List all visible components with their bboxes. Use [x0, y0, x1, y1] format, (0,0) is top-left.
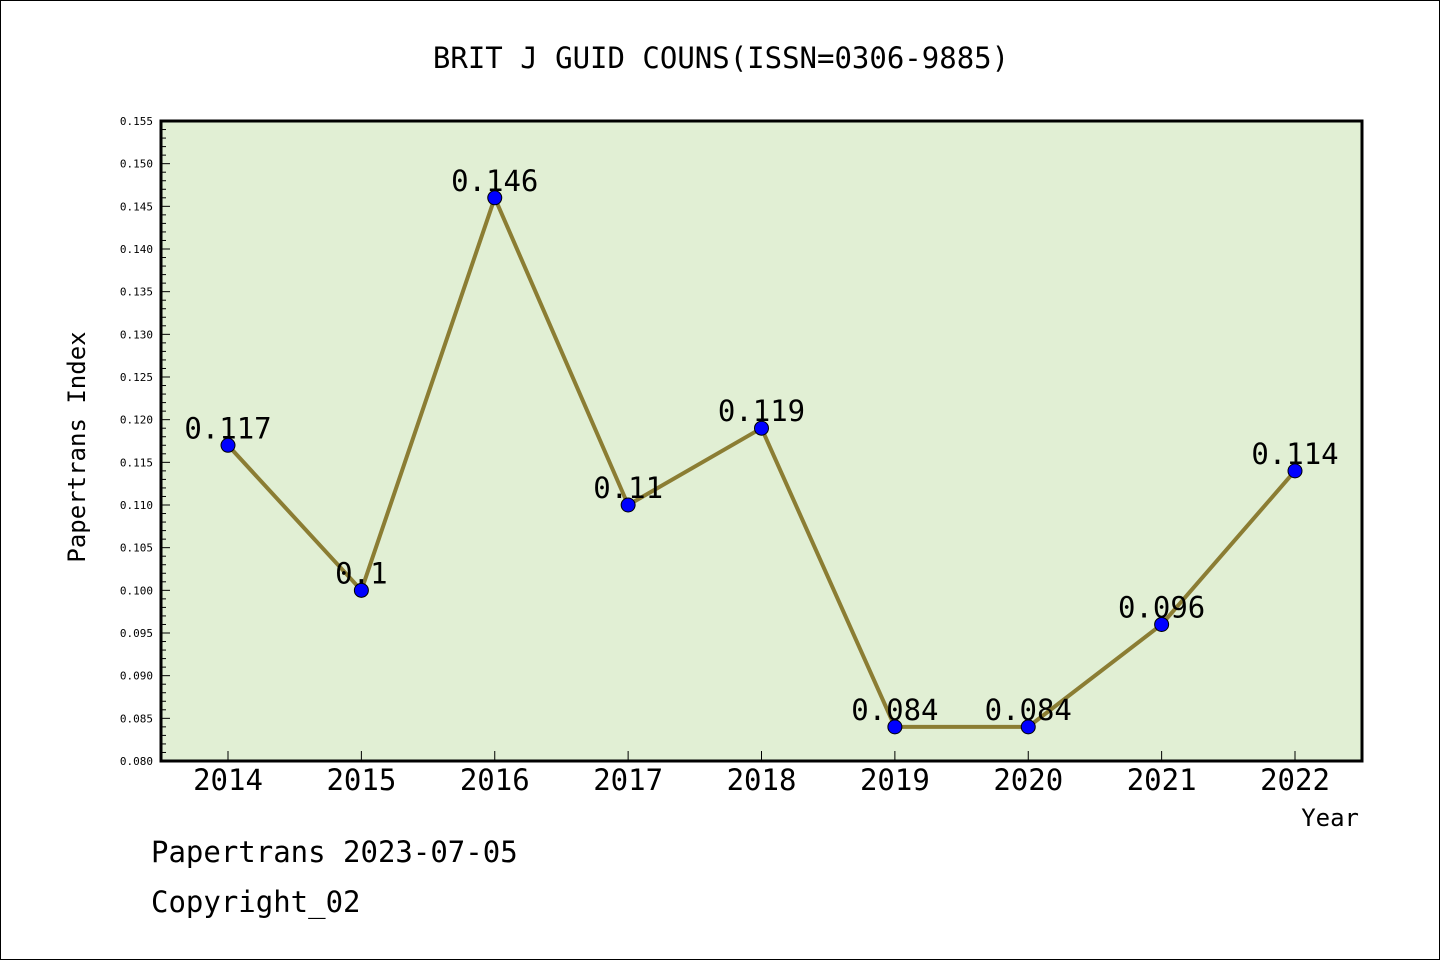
y-tick-label: 0.100 [120, 584, 153, 597]
data-point [220, 437, 236, 453]
y-tick-label: 0.135 [120, 286, 153, 299]
x-axis: 2014 2015 2016 2017 2018 2019 2020 2021 2022 [193, 751, 1330, 797]
x-tick-label: 2021 [1127, 763, 1197, 797]
y-tick-label: 0.105 [120, 542, 153, 555]
data-label: 0.146 [451, 164, 538, 198]
series-line-group: 0.117 0.1 0.146 0.11 0.119 0.084 0.084 0.096 0.1… [184, 164, 1339, 735]
y-tick-label: 0.140 [120, 243, 153, 256]
y-tick-label: 0.145 [120, 200, 153, 213]
x-axis-label: Year [1301, 804, 1359, 832]
y-tick-label: 0.090 [120, 670, 153, 683]
y-axis-label: Papertrans Index [63, 331, 91, 562]
y-tick-label: 0.120 [120, 414, 153, 427]
chart-title: BRIT J GUID COUNS(ISSN=0306-9885) [433, 41, 1009, 75]
x-tick-label: 2017 [593, 763, 663, 797]
y-tick-label: 0.150 [120, 158, 153, 171]
y-axis: 0.080 0.085 0.090 0.095 0.100 0.105 0.110 0.115… [120, 115, 170, 768]
y-tick-label: 0.155 [120, 115, 153, 128]
x-tick-label: 2022 [1260, 763, 1330, 797]
data-label: 0.096 [1118, 590, 1205, 624]
y-tick-label: 0.080 [120, 755, 153, 768]
data-point [1020, 719, 1036, 735]
data-point [487, 190, 503, 206]
y-tick-label: 0.115 [120, 456, 153, 469]
x-tick-label: 2018 [727, 763, 797, 797]
data-label: 0.119 [718, 394, 805, 428]
data-label: 0.11 [593, 471, 663, 505]
footer-copyright: Copyright_02 [151, 885, 361, 919]
x-tick-label: 2019 [860, 763, 930, 797]
data-point [754, 420, 769, 436]
data-label: 0.117 [184, 411, 271, 445]
data-point [1287, 463, 1303, 479]
data-label: 0.1 [335, 556, 387, 590]
plot-area [159, 119, 1364, 763]
data-point [887, 719, 903, 735]
data-point [1154, 616, 1170, 632]
data-label: 0.114 [1251, 437, 1338, 471]
data-label: 0.084 [985, 693, 1072, 727]
data-label: 0.084 [851, 693, 938, 727]
y-tick-label: 0.110 [120, 499, 153, 512]
y-tick-label: 0.095 [120, 627, 153, 640]
x-tick-label: 2015 [326, 763, 396, 797]
x-tick-label: 2016 [460, 763, 530, 797]
data-point [353, 582, 369, 598]
x-tick-label: 2020 [993, 763, 1063, 797]
y-tick-label: 0.130 [120, 328, 153, 341]
footer-date: Papertrans 2023-07-05 [151, 835, 518, 869]
x-tick-label: 2014 [193, 763, 263, 797]
y-tick-label: 0.125 [120, 371, 153, 384]
y-tick-label: 0.085 [120, 712, 153, 725]
data-point [620, 497, 636, 513]
